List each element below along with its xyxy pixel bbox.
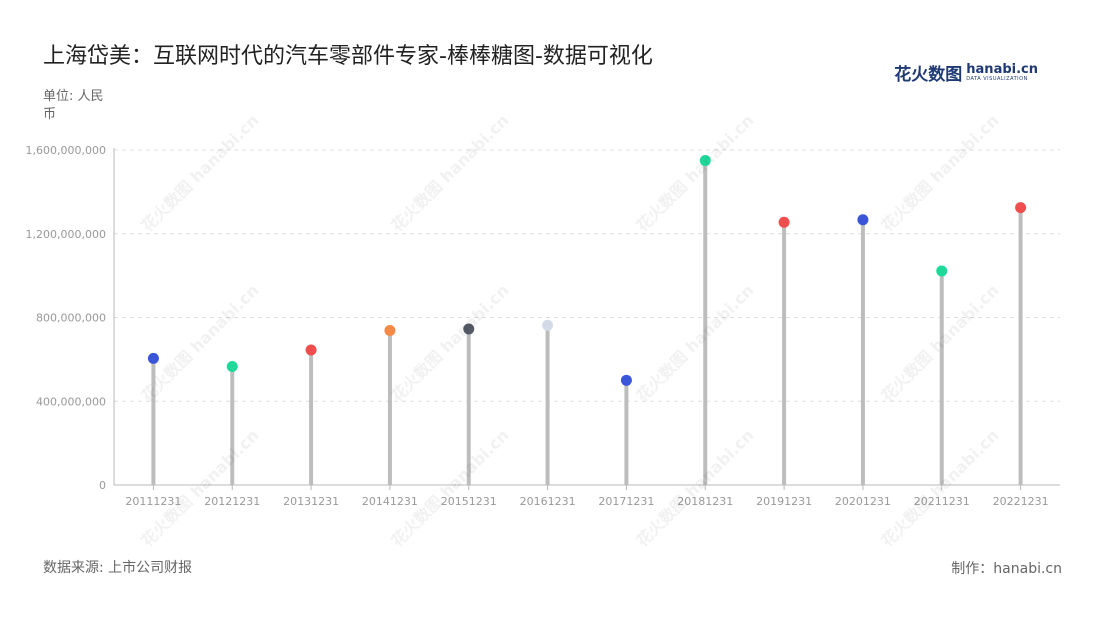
lollipop-head: [542, 319, 554, 331]
x-tick-label: 20141231: [362, 495, 418, 508]
x-tick-label: 20221231: [993, 495, 1049, 508]
x-tick-label: 20121231: [204, 495, 260, 508]
x-tick-label: 20131231: [283, 495, 339, 508]
lollipop-head: [384, 324, 396, 336]
x-tick-label: 20211231: [914, 495, 970, 508]
lollipop-head: [147, 352, 159, 364]
x-tick-label: 20151231: [441, 495, 497, 508]
lollipop-head: [1015, 202, 1027, 214]
lollipop-head: [305, 344, 317, 356]
x-tick-label: 20181231: [677, 495, 733, 508]
brand-logo: 花火数图 hanabi.cn DATA VISUALIZATION: [894, 60, 1038, 85]
y-tick-label: 800,000,000: [36, 312, 106, 325]
lollipop-head: [699, 154, 711, 166]
y-tick-label: 1,600,000,000: [26, 144, 106, 157]
x-tick-label: 20161231: [520, 495, 576, 508]
credit-label: 制作：hanabi.cn: [951, 561, 1062, 577]
lollipop-head: [778, 216, 790, 228]
chart-title: 上海岱美：互联网时代的汽车零部件专家-棒棒糖图-数据可视化: [43, 44, 653, 69]
x-tick-label: 20191231: [756, 495, 812, 508]
lollipop-head: [936, 265, 948, 277]
y-tick-label: 0: [99, 479, 106, 492]
lollipop-head: [226, 360, 238, 372]
y-tick-label: 1,200,000,000: [26, 228, 106, 241]
logo-cn-text: 花火数图: [894, 65, 963, 85]
x-tick-label: 20111231: [125, 495, 181, 508]
data-source: 数据来源: 上市公司财报: [43, 560, 193, 576]
x-tick-label: 20171231: [598, 495, 654, 508]
y-tick-label: 400,000,000: [36, 395, 106, 408]
lollipop-head: [857, 214, 869, 226]
lollipop-head: [463, 323, 475, 335]
x-tick-label: 20201231: [835, 495, 891, 508]
unit-label: 单位: 人民币: [43, 89, 104, 122]
logo-en-block: hanabi.cn DATA VISUALIZATION: [966, 63, 1038, 82]
logo-sub-text: DATA VISUALIZATION: [966, 76, 1028, 82]
logo-en-text: hanabi.cn: [966, 62, 1038, 77]
lollipop-head: [620, 374, 632, 386]
